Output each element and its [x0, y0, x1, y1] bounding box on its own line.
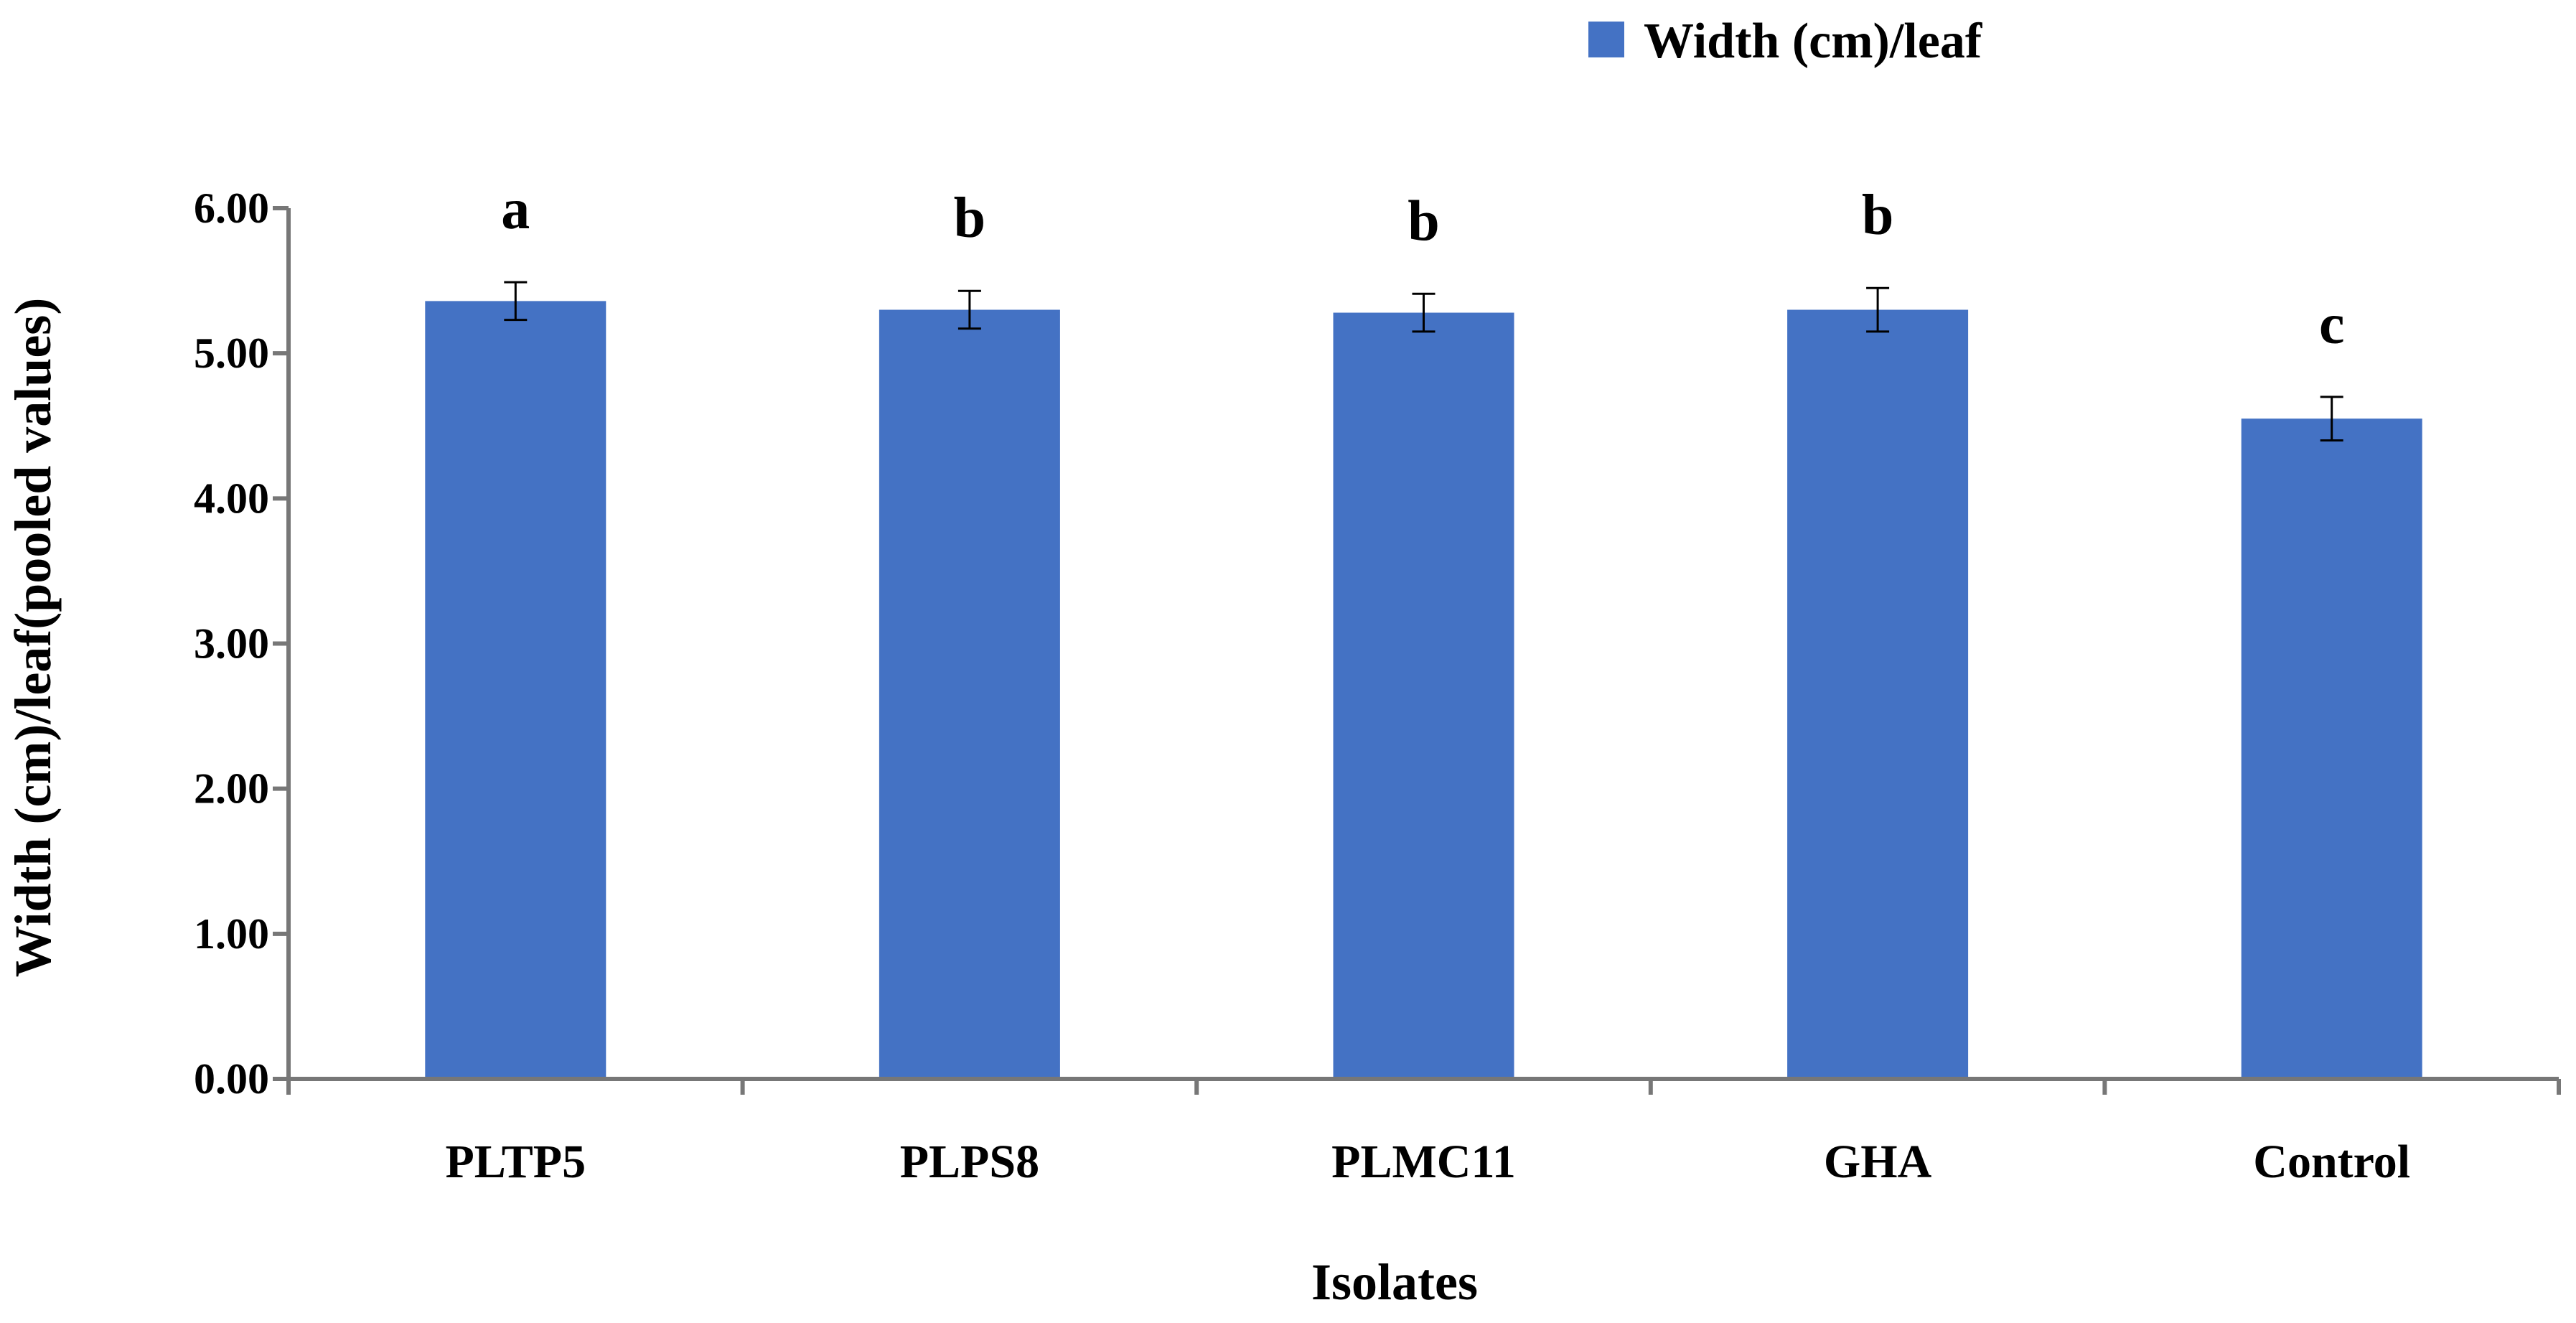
bar: [2241, 419, 2422, 1079]
bar: [879, 309, 1060, 1080]
x-tick-label: PLMC11: [1331, 1136, 1516, 1188]
legend-label: Width (cm)/leaf: [1644, 14, 1982, 69]
y-tick-label: 1.00: [194, 910, 269, 958]
y-tick-label: 2.00: [194, 765, 269, 813]
y-tick-label: 3.00: [194, 620, 269, 668]
significance-label: b: [1862, 184, 1894, 247]
significance-label: c: [2319, 293, 2345, 356]
legend: Width (cm)/leaf: [1588, 14, 1982, 69]
y-tick-label: 4.00: [194, 474, 269, 522]
bar: [1333, 312, 1514, 1079]
bar: [425, 301, 606, 1079]
significance-label: b: [1408, 190, 1440, 253]
y-tick-label: 6.00: [194, 184, 269, 232]
bar: [1787, 309, 1969, 1080]
x-tick-label: PLTP5: [445, 1136, 586, 1188]
x-tick-label: Control: [2253, 1136, 2410, 1188]
significance-label: a: [501, 178, 530, 241]
y-axis-title: Width (cm)/leaf(pooled values): [4, 298, 62, 978]
x-tick-label: GHA: [1824, 1136, 1932, 1188]
x-tick-label: PLPS8: [900, 1136, 1039, 1188]
y-tick-label: 0.00: [194, 1055, 269, 1103]
y-tick-label: 5.00: [194, 329, 269, 377]
x-axis-title: Isolates: [1311, 1253, 1478, 1311]
significance-label: b: [954, 187, 986, 250]
legend-swatch: [1588, 22, 1624, 57]
